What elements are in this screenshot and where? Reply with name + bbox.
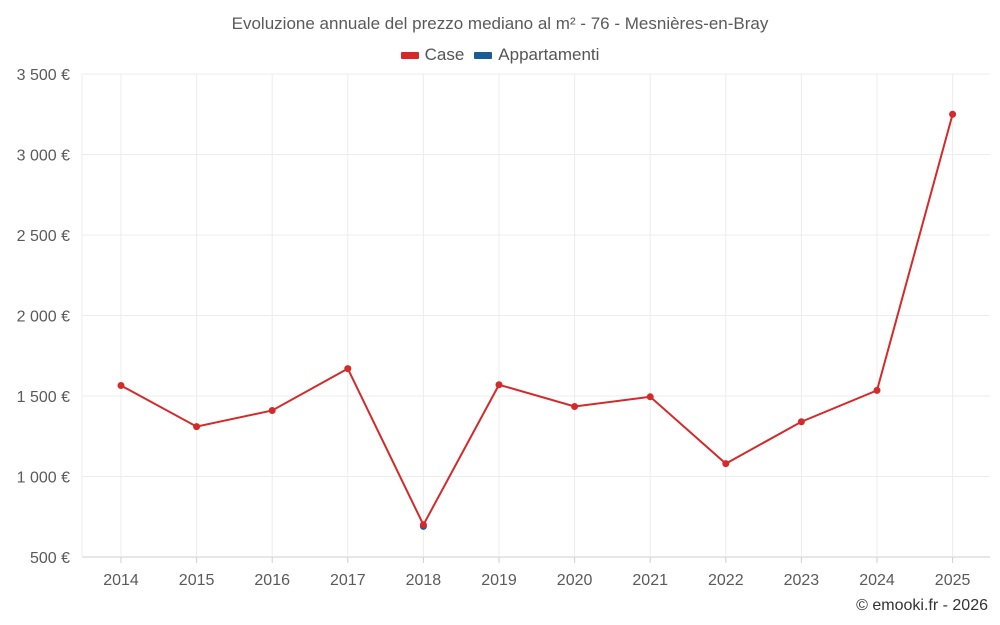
legend-label-case: Case [424,45,465,64]
legend-item-appartamenti[interactable]: Appartamenti [474,45,599,65]
y-tick-label: 3 500 € [17,67,70,84]
data-point-case[interactable] [722,460,730,468]
data-point-case[interactable] [646,393,654,401]
x-tick-label: 2022 [708,572,744,589]
y-tick-label: 1 000 € [17,470,70,487]
x-tick-label: 2016 [254,572,290,589]
x-tick-label: 2018 [406,572,442,589]
x-tick-label: 2015 [179,572,215,589]
chart-title: Evoluzione annuale del prezzo mediano al… [231,14,769,33]
data-point-case[interactable] [344,365,352,373]
x-tick-label: 2014 [103,572,139,589]
data-point-case[interactable] [268,406,276,414]
y-tick-label: 1 500 € [17,389,70,406]
legend-swatch-case [400,51,419,59]
x-tick-label: 2019 [481,572,517,589]
x-tick-label: 2023 [784,572,820,589]
y-tick-label: 2 000 € [17,309,70,326]
data-point-case[interactable] [419,521,427,529]
data-point-case[interactable] [873,386,881,394]
data-point-case[interactable] [797,418,805,426]
data-point-case[interactable] [193,423,201,431]
legend-label-appartamenti: Appartamenti [498,45,600,64]
y-tick-label: 3 000 € [17,148,70,165]
x-tick-label: 2025 [935,572,971,589]
legend-swatch-appartamenti [474,51,493,59]
legend: Case Appartamenti [0,45,1000,65]
y-tick-label: 500 € [30,550,70,567]
series-line-case [120,113,954,527]
credit-text: © emooki.fr - 2026 [856,597,988,614]
x-tick-label: 2024 [859,572,895,589]
data-point-case[interactable] [571,402,579,410]
legend-item-case[interactable]: Case [400,45,465,65]
x-tick-label: 2021 [632,572,668,589]
data-point-case[interactable] [949,110,957,118]
y-tick-label: 2 500 € [17,228,70,245]
x-tick-label: 2020 [557,572,593,589]
data-point-case[interactable] [495,381,503,389]
x-tick-label: 2017 [330,572,366,589]
data-point-case[interactable] [117,382,125,390]
